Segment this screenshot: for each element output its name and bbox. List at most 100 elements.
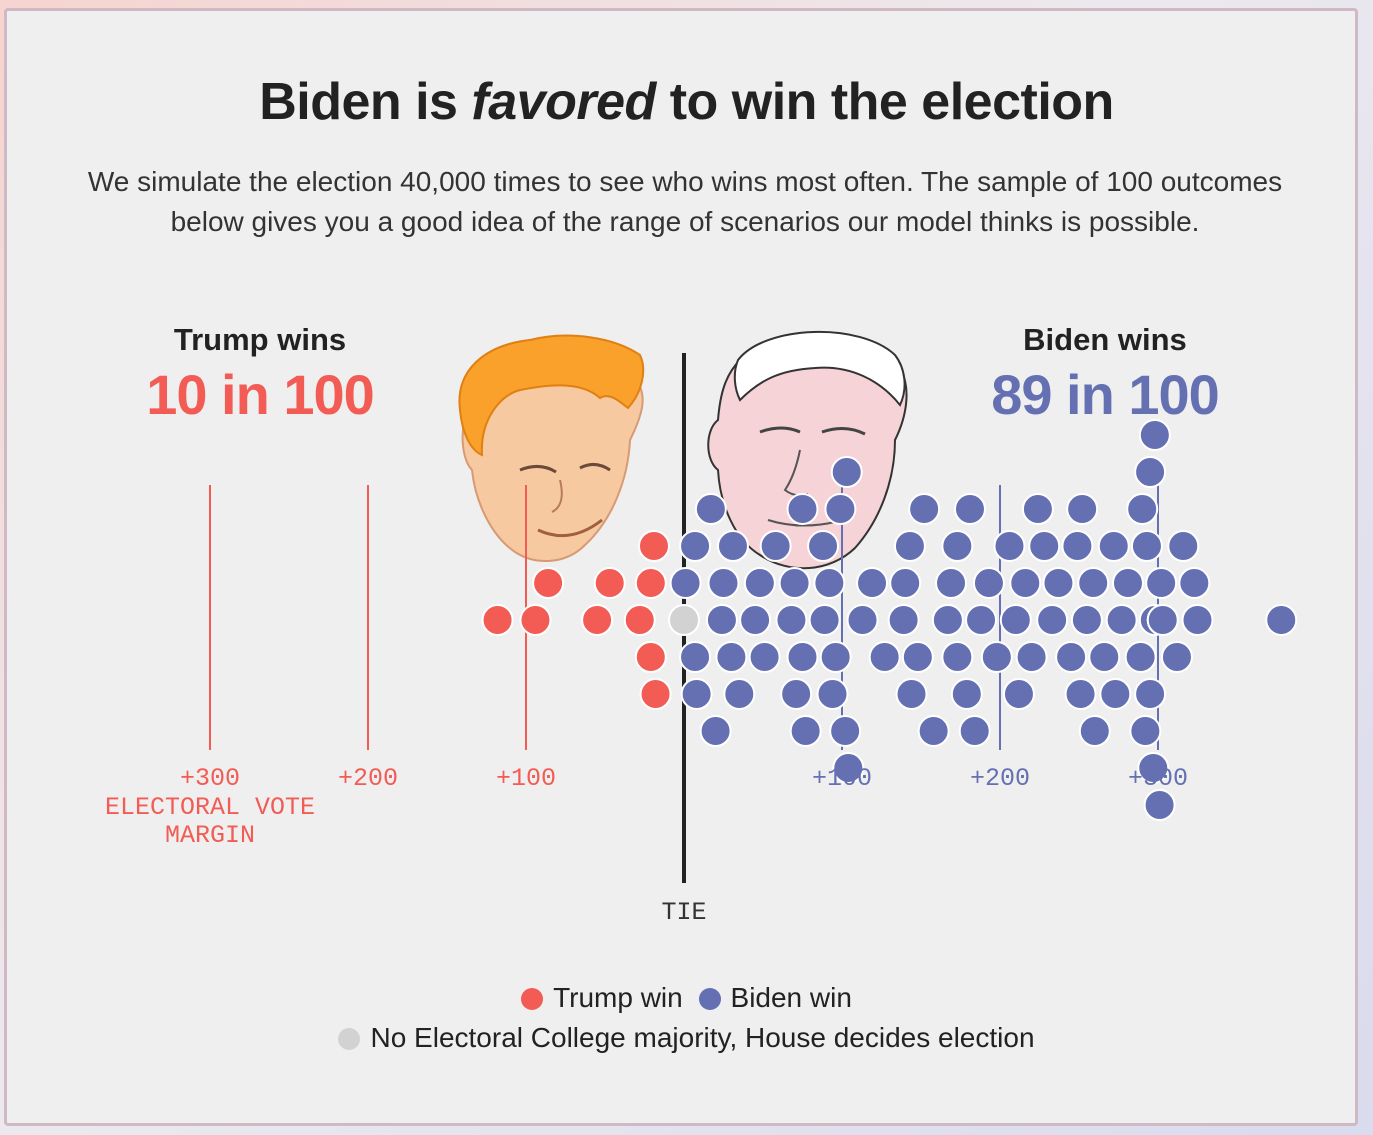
outcome-dot	[965, 604, 998, 636]
outcome-dot	[1111, 567, 1144, 599]
legend-item-trump: Trump win	[521, 982, 683, 1013]
biden-wins-header: Biden wins 89 in 100	[945, 322, 1265, 427]
outcome-dot	[931, 604, 964, 636]
outcome-dot	[980, 641, 1013, 673]
outcome-dot	[1178, 567, 1211, 599]
outcome-dot	[1078, 715, 1111, 747]
outcome-dot	[868, 641, 901, 673]
tick-label-trump-100: +100	[495, 764, 556, 793]
outcome-dot	[759, 530, 792, 562]
chart-subtitle: We simulate the election 40,000 times to…	[87, 166, 1283, 237]
outcome-dot	[917, 715, 950, 747]
outcome-dot	[669, 567, 702, 599]
outcome-dot	[637, 530, 670, 562]
outcome-dot	[999, 604, 1032, 636]
tie-label: TIE	[661, 898, 707, 927]
tick-label-biden-300: +300	[1127, 764, 1188, 793]
outcome-dot	[1138, 419, 1171, 451]
outcome-dot	[1143, 789, 1176, 821]
outcome-dot	[901, 641, 934, 673]
outcome-dot	[778, 567, 811, 599]
legend-item-house: No Electoral College majority, House dec…	[338, 1022, 1035, 1053]
outcome-dot	[950, 678, 983, 710]
outcome-dot	[1181, 604, 1214, 636]
outcome-dot	[699, 715, 732, 747]
outcome-dot	[1265, 604, 1298, 636]
outcome-dot	[786, 641, 819, 673]
outcome-dot	[887, 604, 920, 636]
outcome-dot	[1097, 530, 1130, 562]
outcome-dot	[1015, 641, 1048, 673]
tick-label-trump-300: +300	[179, 764, 240, 793]
outcome-dot	[481, 604, 514, 636]
outcome-dot	[829, 715, 862, 747]
outcome-dot	[789, 715, 822, 747]
outcome-dot	[813, 567, 846, 599]
outcome-dot	[1137, 752, 1170, 784]
trump-wins-header: Trump wins 10 in 100	[100, 322, 420, 427]
tick-label-biden-100: +100	[811, 764, 872, 793]
outcome-dot	[739, 604, 772, 636]
outcome-dot	[1160, 641, 1193, 673]
outcome-dot	[581, 604, 614, 636]
outcome-dot	[993, 530, 1026, 562]
outcome-dot	[1129, 715, 1162, 747]
outcome-dot	[679, 641, 712, 673]
outcome-dot	[1105, 604, 1138, 636]
axis-caption: ELECTORAL VOTE MARGIN	[104, 793, 316, 850]
outcome-dot	[780, 678, 813, 710]
outcome-dot	[748, 641, 781, 673]
outcome-dot	[1167, 530, 1200, 562]
outcome-dot	[1126, 493, 1159, 525]
outcome-dot	[1021, 493, 1054, 525]
trump-face-illustration	[458, 334, 645, 562]
outcome-dot	[634, 641, 667, 673]
outcome-dot	[786, 493, 819, 525]
outcome-dot	[958, 715, 991, 747]
trump-legend-swatch	[521, 988, 544, 1010]
biden-legend-swatch	[698, 988, 721, 1010]
outcome-dot	[715, 641, 748, 673]
outcome-dot	[775, 604, 808, 636]
outcome-dot	[895, 678, 928, 710]
outcome-dot	[935, 567, 968, 599]
outcome-dot	[1134, 678, 1167, 710]
outcome-dot	[893, 530, 926, 562]
trump-wins-count: 10 in 100	[146, 363, 375, 426]
outcome-dot	[953, 493, 986, 525]
legend-item-biden: Biden win	[698, 982, 852, 1013]
outcome-dot	[941, 530, 974, 562]
outcome-dot	[743, 567, 776, 599]
outcome-dot	[668, 604, 700, 636]
outcome-dot	[846, 604, 879, 636]
outcome-dot	[856, 567, 889, 599]
outcome-dot	[1066, 493, 1099, 525]
legend-row-winners: Trump win Biden win	[0, 982, 1373, 1014]
legend-label-biden: Biden win	[730, 982, 852, 1013]
outcome-dot	[723, 678, 756, 710]
outcome-dot	[593, 567, 626, 599]
outcome-dot	[972, 567, 1005, 599]
outcome-dot	[1061, 530, 1094, 562]
outcome-dot	[705, 604, 738, 636]
outcome-dot	[832, 752, 865, 784]
chart-card	[4, 8, 1358, 1126]
outcome-dot	[1146, 604, 1179, 636]
outcome-dot	[830, 456, 863, 488]
legend-row-house: No Electoral College majority, House dec…	[0, 1022, 1373, 1054]
page-title: Biden is favored to win the election	[259, 73, 1114, 131]
outcome-dot	[1145, 567, 1178, 599]
outcome-dot	[1002, 678, 1035, 710]
outcome-dot	[1134, 456, 1167, 488]
outcome-dot	[816, 678, 849, 710]
biden-face-illustration	[707, 331, 908, 570]
house-legend-swatch	[338, 1028, 361, 1050]
outcome-dot	[889, 567, 922, 599]
tick-label-trump-200: +200	[337, 764, 398, 793]
outcome-dot	[1009, 567, 1042, 599]
outcome-dot	[1130, 530, 1163, 562]
tick-label-biden-200: +200	[969, 764, 1030, 793]
outcome-dot	[1064, 678, 1097, 710]
outcome-dot	[1055, 641, 1088, 673]
outcome-dot	[623, 604, 656, 636]
